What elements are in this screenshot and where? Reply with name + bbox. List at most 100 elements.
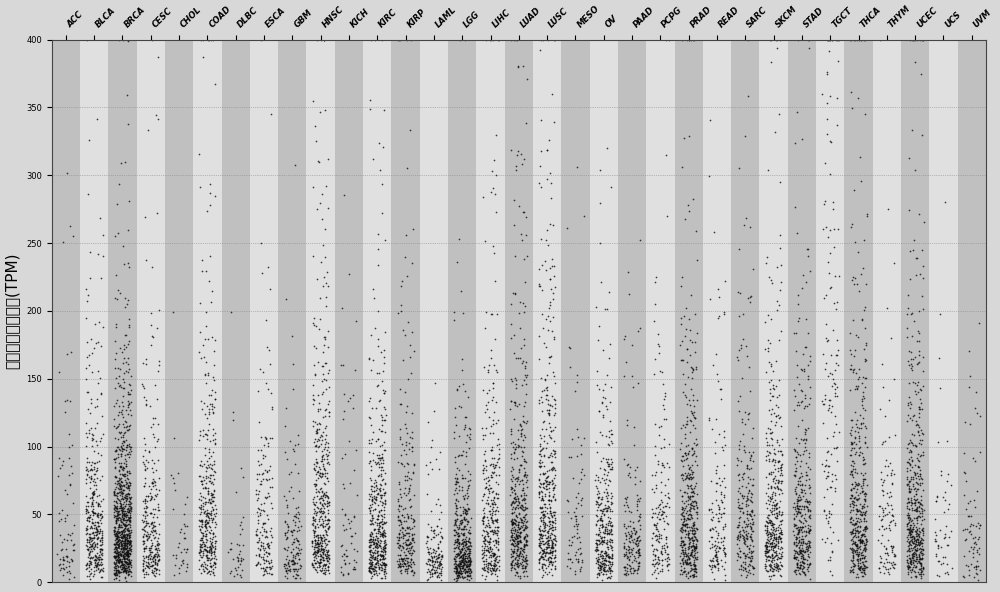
Point <box>486 565 502 574</box>
Point <box>909 529 925 538</box>
Point <box>572 538 588 547</box>
Point <box>508 568 524 577</box>
Point <box>375 551 391 561</box>
Point <box>936 533 952 542</box>
Point <box>343 531 359 540</box>
Point <box>406 568 422 578</box>
Point <box>708 468 724 478</box>
Point <box>773 277 789 287</box>
Point <box>510 533 526 543</box>
Point <box>261 474 277 484</box>
Point <box>818 290 834 300</box>
Point <box>192 526 208 535</box>
Point <box>489 564 505 573</box>
Point <box>372 455 388 465</box>
Point <box>875 477 891 487</box>
Point <box>115 567 131 576</box>
Point <box>595 559 611 568</box>
Point <box>729 461 745 470</box>
Point <box>600 490 616 500</box>
Point <box>617 550 633 559</box>
Point <box>120 559 136 568</box>
Point <box>479 537 495 546</box>
Point <box>532 525 548 535</box>
Point <box>883 333 899 343</box>
Point <box>306 360 322 369</box>
Point <box>144 35 160 44</box>
Point <box>532 526 548 536</box>
Point <box>802 351 818 361</box>
Point <box>937 496 953 505</box>
Point <box>622 472 638 481</box>
Point <box>116 485 132 495</box>
Point <box>879 548 895 558</box>
Point <box>318 358 334 367</box>
Point <box>288 565 304 574</box>
Point <box>743 556 759 565</box>
Point <box>113 522 129 532</box>
Point <box>533 35 549 44</box>
Point <box>115 513 131 523</box>
Point <box>802 506 818 515</box>
Point <box>82 533 98 542</box>
Point <box>788 533 804 542</box>
Point <box>314 494 330 503</box>
Point <box>794 365 810 375</box>
Point <box>686 488 702 497</box>
Point <box>509 532 525 542</box>
Point <box>79 296 95 305</box>
Point <box>477 430 493 440</box>
Point <box>787 139 803 148</box>
Point <box>477 574 493 584</box>
Point <box>106 401 122 411</box>
Point <box>958 504 974 514</box>
Point <box>433 565 449 574</box>
Point <box>52 463 68 472</box>
Point <box>198 511 214 521</box>
Point <box>883 491 899 501</box>
Point <box>83 423 99 433</box>
Point <box>310 404 326 413</box>
Point <box>89 458 105 467</box>
Point <box>85 507 101 516</box>
Point <box>604 521 620 530</box>
Point <box>908 496 924 505</box>
Point <box>532 469 548 479</box>
Point <box>593 538 609 547</box>
Point <box>908 514 924 523</box>
Point <box>681 559 697 568</box>
Point <box>319 530 335 540</box>
Point <box>533 552 549 561</box>
Point <box>736 441 752 451</box>
Point <box>850 549 866 558</box>
Point <box>849 539 865 549</box>
Point <box>502 404 518 413</box>
Point <box>515 567 531 577</box>
Point <box>682 525 698 535</box>
Point <box>818 473 834 482</box>
Point <box>449 474 465 483</box>
Point <box>857 523 873 532</box>
Point <box>106 526 122 536</box>
Point <box>404 565 420 574</box>
Point <box>401 487 417 496</box>
Point <box>853 530 869 540</box>
Point <box>735 532 751 541</box>
Point <box>372 527 388 537</box>
Point <box>603 429 619 439</box>
Point <box>134 525 150 534</box>
Point <box>540 554 556 564</box>
Point <box>801 540 817 549</box>
Point <box>797 392 813 402</box>
Point <box>370 550 386 559</box>
Point <box>774 449 790 458</box>
Point <box>313 555 329 564</box>
Point <box>291 545 307 555</box>
Point <box>508 162 524 171</box>
Point <box>532 462 548 472</box>
Point <box>688 501 704 510</box>
Point <box>604 491 620 501</box>
Point <box>116 532 132 541</box>
Point <box>843 544 859 554</box>
Point <box>773 460 789 469</box>
